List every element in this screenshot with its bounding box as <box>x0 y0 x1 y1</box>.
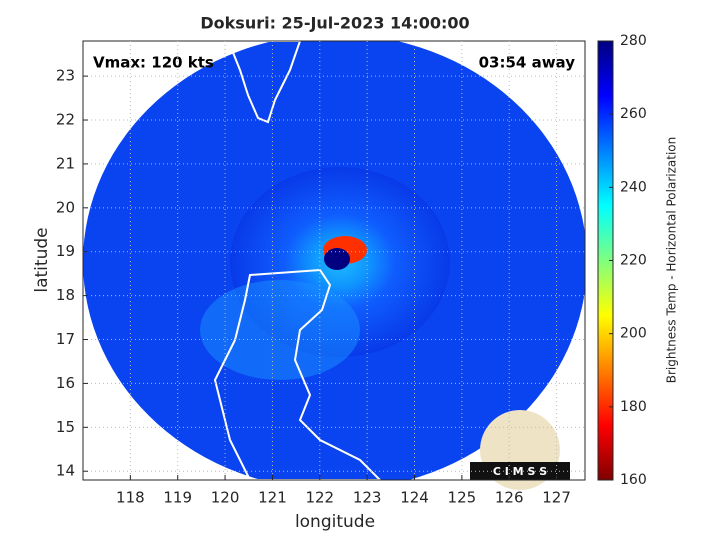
logo: C I M S S <box>470 410 570 490</box>
colorbar-label: Brightness Temp - Horizontal Polarizatio… <box>665 137 679 384</box>
x-tick-label: 125 <box>448 489 477 507</box>
y-tick-label: 15 <box>56 418 75 436</box>
logo-text: C I M S S <box>493 465 547 478</box>
chart-title: Doksuri: 25-Jul-2023 14:00:00 <box>200 14 469 33</box>
x-tick-label: 126 <box>495 489 524 507</box>
x-tick-label: 118 <box>116 489 145 507</box>
x-tick-label: 123 <box>353 489 382 507</box>
y-tick-label: 21 <box>56 154 75 172</box>
colorbar-tick-label: 160 <box>620 472 647 488</box>
y-tick-label: 14 <box>56 462 75 480</box>
y-tick-label: 23 <box>56 67 75 85</box>
x-tick-label: 127 <box>542 489 571 507</box>
y-tick-label: 22 <box>56 111 75 129</box>
colorbar-tick-label: 200 <box>620 326 647 342</box>
colorbar-tick-label: 220 <box>620 253 647 269</box>
x-tick-label: 121 <box>258 489 287 507</box>
x-axis-label: longitude <box>295 512 375 532</box>
x-tick-label: 119 <box>163 489 192 507</box>
annotation: Vmax: 120 kts <box>93 54 214 72</box>
colorbar-tick-label: 240 <box>620 179 647 195</box>
x-tick-label: 122 <box>305 489 334 507</box>
y-tick-label: 18 <box>56 286 75 304</box>
y-tick-label: 16 <box>56 374 75 392</box>
y-tick-label: 19 <box>56 242 75 260</box>
colorbar-tick-label: 180 <box>620 399 647 415</box>
coastline <box>213 268 382 480</box>
eye <box>324 248 350 270</box>
colorbar-tick-label: 260 <box>620 106 647 122</box>
y-tick-label: 20 <box>56 198 75 216</box>
y-axis-label: latitude <box>32 227 52 292</box>
x-tick-label: 124 <box>400 489 429 507</box>
x-tick-label: 120 <box>211 489 240 507</box>
plot-frame <box>82 40 586 481</box>
colorbar-tick-label: 280 <box>620 33 647 49</box>
annotation: 03:54 away <box>479 54 576 72</box>
y-tick-label: 17 <box>56 330 75 348</box>
swath <box>83 41 585 480</box>
rainband <box>200 280 360 380</box>
